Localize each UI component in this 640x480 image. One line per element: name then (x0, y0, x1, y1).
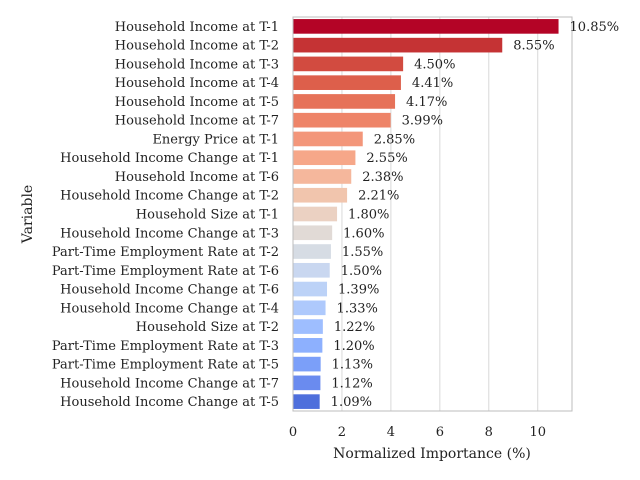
category-label: Household Income at T-1 (115, 20, 279, 35)
bar (293, 356, 321, 372)
bar (293, 394, 320, 409)
data-label: 2.85% (374, 132, 415, 147)
category-label: Part-Time Employment Rate at T-3 (52, 339, 279, 354)
bar (293, 131, 363, 147)
x-tick-label: 10 (529, 425, 546, 440)
data-label: 2.21% (358, 189, 399, 204)
category-label: Household Income Change at T-6 (60, 283, 279, 298)
bar (293, 300, 326, 316)
data-label: 1.55% (342, 245, 383, 260)
category-label: Household Income at T-5 (115, 95, 279, 110)
category-label: Household Income at T-6 (115, 170, 279, 185)
data-label: 1.12% (331, 376, 372, 391)
category-label: Part-Time Employment Rate at T-6 (52, 264, 279, 279)
data-label: 2.38% (362, 170, 403, 185)
category-label: Household Income at T-4 (115, 76, 279, 91)
bar (293, 56, 404, 72)
category-label: Household Income Change at T-2 (60, 189, 279, 204)
bar (293, 244, 331, 259)
category-label: Household Income Change at T-3 (60, 226, 279, 241)
category-label: Energy Price at T-1 (152, 132, 279, 147)
data-label: 4.17% (406, 95, 447, 110)
plot-frame (292, 16, 573, 412)
data-label: 4.50% (414, 57, 455, 72)
category-label: Household Size at T-2 (136, 320, 279, 335)
data-label: 1.20% (333, 339, 374, 354)
data-label: 1.39% (338, 283, 379, 298)
data-label: 1.80% (348, 208, 389, 223)
data-label: 2.55% (366, 151, 407, 166)
category-label: Household Income Change at T-7 (60, 376, 279, 391)
x-tick-label: 6 (436, 425, 444, 440)
category-labels: Household Income at T-1 Household Income … (52, 20, 279, 410)
category-label: Household Size at T-1 (136, 208, 279, 223)
category-label: Household Income Change at T-5 (60, 395, 279, 410)
bar (293, 206, 338, 222)
bar (293, 112, 391, 128)
x-tick-label: 8 (485, 425, 493, 440)
bar (293, 338, 323, 353)
category-label: Household Income at T-7 (115, 114, 279, 129)
data-label: 8.55% (513, 39, 554, 54)
value-labels: 10.85% 8.55% 4.50% 4.41% 4.17% 3.99% 2.85% 2.55… (331, 20, 619, 410)
data-label: 1.33% (337, 301, 378, 316)
category-label: Household Income Change at T-4 (60, 301, 279, 316)
bar (293, 169, 352, 184)
bar (293, 187, 348, 203)
x-axis-title: Normalized Importance (%) (333, 446, 531, 462)
bar (293, 37, 503, 53)
bar (293, 150, 356, 166)
category-label: Part-Time Employment Rate at T-2 (52, 245, 279, 260)
x-tick-label: 4 (387, 425, 395, 440)
bar (293, 75, 401, 90)
category-label: Household Income Change at T-1 (60, 151, 279, 166)
bar (293, 319, 323, 334)
data-label: 1.60% (343, 226, 384, 241)
x-tick-label: 0 (289, 425, 297, 440)
bar (293, 225, 333, 241)
category-label: Part-Time Employment Rate at T-5 (52, 358, 279, 373)
data-label: 10.85% (570, 20, 620, 35)
bar (293, 375, 321, 391)
bar (293, 19, 559, 34)
data-label: 1.22% (334, 320, 375, 335)
data-label: 4.41% (412, 76, 453, 91)
bar (293, 94, 396, 109)
bar (293, 281, 328, 297)
x-tick-labels: 0 2 4 6 8 10 (289, 425, 546, 440)
bar (293, 262, 330, 278)
data-label: 1.50% (341, 264, 382, 279)
category-label: Household Income at T-2 (115, 39, 279, 54)
data-label: 3.99% (402, 114, 443, 129)
data-label: 1.13% (332, 358, 373, 373)
data-label: 1.09% (331, 395, 372, 410)
bars (293, 19, 559, 409)
y-axis-title: Variable (20, 185, 36, 244)
category-label: Household Income at T-3 (115, 57, 279, 72)
x-tick-label: 2 (338, 425, 346, 440)
